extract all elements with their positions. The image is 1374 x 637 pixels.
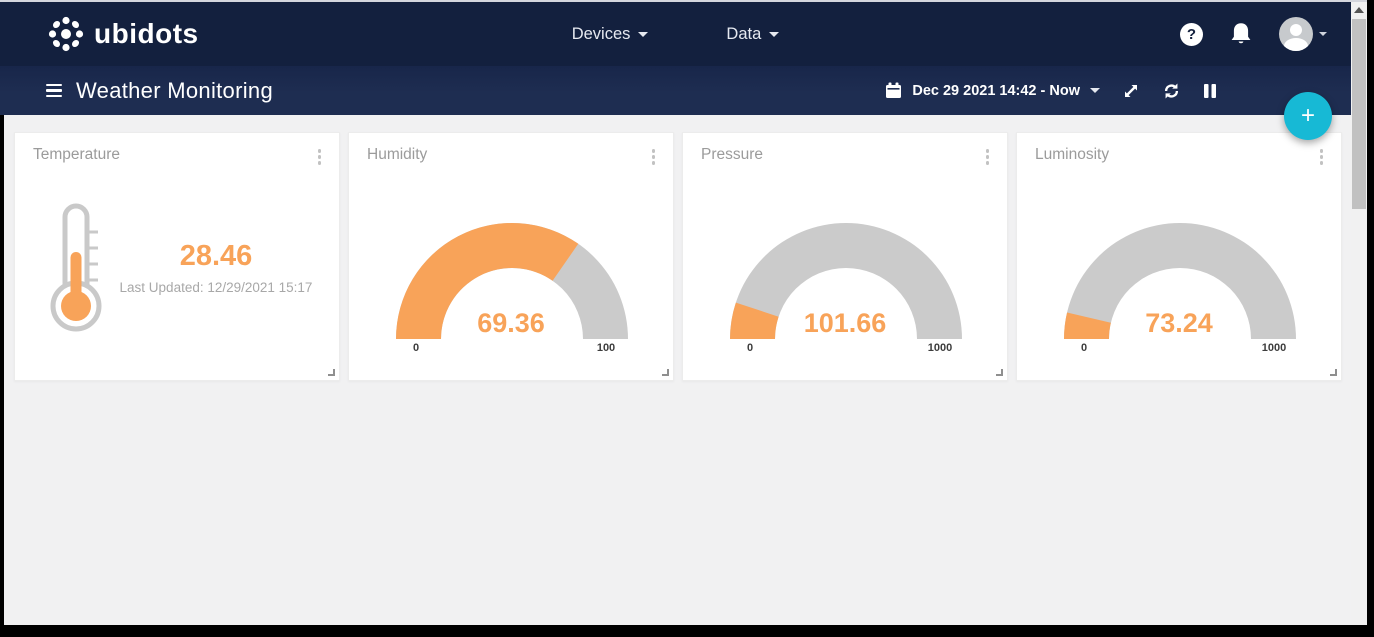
chevron-down-icon [1090, 88, 1100, 93]
luminosity-value: 73.24 [1145, 308, 1213, 338]
widget-card-temperature: Temperature [14, 132, 340, 381]
logo-text: ubidots [94, 18, 199, 49]
notifications-bell-icon[interactable] [1229, 21, 1253, 47]
pause-button[interactable] [1203, 83, 1217, 99]
widget-title: Humidity [367, 146, 428, 163]
widget-options-kebab-icon[interactable] [314, 146, 326, 168]
nav-menu-data-label: Data [726, 24, 762, 43]
avatar [1279, 17, 1313, 51]
temperature-value: 28.46 [179, 240, 253, 272]
date-range-picker[interactable]: Dec 29 2021 14:42 - Now [885, 82, 1100, 99]
dashboard-header: Weather Monitoring Dec 29 2021 14:42 - N… [0, 66, 1351, 115]
gauge-max-label: 1000 [927, 342, 953, 354]
calendar-icon [886, 82, 902, 98]
chevron-down-icon [1319, 32, 1327, 36]
gauge-min-label: 0 [1080, 342, 1088, 354]
user-menu[interactable] [1279, 17, 1327, 51]
ubidots-logo[interactable]: ubidots [46, 14, 199, 54]
humidity-value: 69.36 [477, 308, 545, 338]
widget-card-luminosity: Luminosity 73.24 0 1000 [1016, 132, 1342, 381]
scrollbar-up-arrow-icon[interactable] [1354, 7, 1364, 13]
dashboard-canvas: Temperature [0, 115, 1351, 625]
dashboard-title: Weather Monitoring [76, 77, 273, 103]
widget-options-kebab-icon[interactable] [648, 146, 660, 168]
widget-title: Temperature [33, 146, 121, 163]
widget-options-kebab-icon[interactable] [1316, 146, 1328, 168]
refresh-button[interactable] [1162, 82, 1181, 100]
date-range-label: Dec 29 2021 14:42 - Now [912, 82, 1080, 99]
nav-menu-data[interactable]: Data [726, 24, 780, 44]
humidity-gauge [349, 219, 675, 343]
gauge-max-label: 1000 [1261, 342, 1287, 354]
widget-resize-handle[interactable] [328, 369, 335, 376]
nav-menu-devices-label: Devices [571, 24, 631, 43]
luminosity-gauge [1017, 219, 1343, 343]
gauge-min-label: 0 [746, 342, 754, 354]
refresh-icon [1164, 82, 1179, 99]
scrollbar-thumb[interactable] [1352, 19, 1366, 209]
nav-menu-devices[interactable]: Devices [572, 25, 649, 44]
ubidots-logo-icon [48, 16, 84, 52]
app-window: ubidots Devices Data ? [0, 2, 1367, 625]
widget-resize-handle[interactable] [1330, 369, 1337, 376]
widget-card-humidity: Humidity 69.36 0 100 [348, 132, 674, 381]
pressure-gauge [683, 219, 1009, 343]
widget-title: Pressure [701, 146, 764, 163]
top-navbar: ubidots Devices Data ? [0, 2, 1351, 66]
gauge-max-label: 100 [596, 342, 616, 354]
widget-resize-handle[interactable] [996, 369, 1003, 376]
widget-card-pressure: Pressure 101.66 0 1000 [682, 132, 1008, 381]
pressure-value: 101.66 [803, 308, 887, 338]
chevron-down-icon [638, 31, 649, 37]
widget-resize-handle[interactable] [662, 369, 669, 376]
plus-icon: + [1300, 102, 1315, 129]
widget-title: Luminosity [1035, 146, 1110, 163]
expand-arrows-icon [1125, 84, 1137, 97]
pause-icon [1204, 83, 1216, 98]
sidebar-toggle-icon[interactable] [46, 83, 62, 98]
window-top-edge [0, 0, 1367, 2]
fullscreen-button[interactable] [1122, 82, 1140, 100]
help-icon[interactable]: ? [1180, 22, 1203, 46]
gauge-min-label: 0 [412, 342, 420, 354]
widget-options-kebab-icon[interactable] [982, 146, 994, 168]
add-widget-fab[interactable]: + [1284, 92, 1332, 140]
page-scrollbar[interactable] [1351, 2, 1367, 625]
thermometer-icon [50, 203, 102, 331]
chevron-down-icon [769, 31, 780, 37]
last-updated-label: Last Updated: 12/29/2021 15:17 [119, 280, 313, 295]
